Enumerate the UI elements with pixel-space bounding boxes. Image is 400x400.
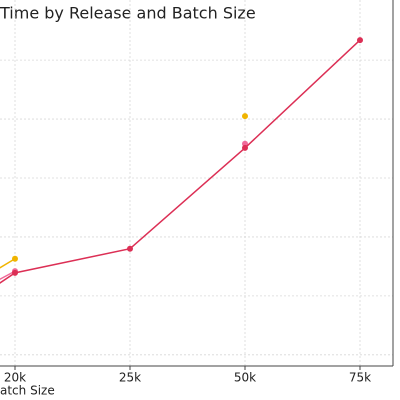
x-tick-label: 20k xyxy=(4,371,26,385)
data-point xyxy=(242,144,248,151)
series-line xyxy=(0,39,361,284)
data-point xyxy=(242,113,248,120)
x-tick-label: 50k xyxy=(234,371,256,385)
series-line xyxy=(0,258,16,269)
series-line xyxy=(0,270,16,281)
data-point xyxy=(12,269,18,276)
x-axis-label: atch Size xyxy=(0,384,55,398)
data-point xyxy=(242,140,248,147)
data-point xyxy=(12,255,18,262)
data-point xyxy=(127,245,133,252)
data-point xyxy=(357,37,363,44)
x-tick-label: 75k xyxy=(349,371,371,385)
x-tick-label: 25k xyxy=(119,371,141,385)
chart-title: Time by Release and Batch Size xyxy=(0,4,256,23)
